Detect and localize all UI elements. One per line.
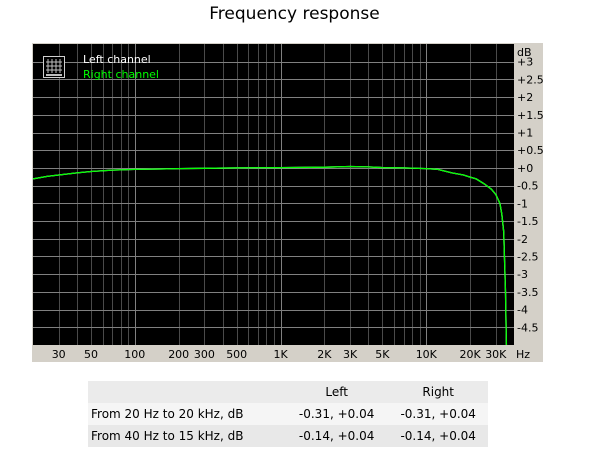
chart-grid bbox=[33, 44, 514, 345]
y-tick-label: +2.5 bbox=[517, 73, 544, 86]
stats-table: Left Right From 20 Hz to 20 kHz, dB -0.3… bbox=[88, 381, 488, 447]
x-tick-labels: 30 50 100 200 300 500 1K 2K 3K 5K 10K 20K 30K bbox=[52, 348, 507, 361]
x-tick-label: 10K bbox=[416, 348, 438, 361]
x-tick-label: 500 bbox=[226, 348, 247, 361]
table-row-label: From 40 Hz to 15 kHz, dB bbox=[91, 429, 244, 443]
y-tick-label: +1 bbox=[517, 127, 533, 140]
y-tick-label: +0 bbox=[517, 162, 533, 175]
table-header-row: Left Right bbox=[88, 381, 488, 403]
chart-title: Frequency response bbox=[209, 4, 380, 24]
chart-legend: Left channel Right channel bbox=[83, 52, 159, 82]
y-tick-label: -3.5 bbox=[517, 286, 538, 299]
table-header-left: Left bbox=[325, 385, 348, 399]
x-unit-label: Hz bbox=[516, 348, 530, 361]
x-tick-label: 5K bbox=[375, 348, 390, 361]
legend-entry-left: Left channel bbox=[83, 53, 151, 66]
x-tick-label: 300 bbox=[194, 348, 215, 361]
table-row-label: From 20 Hz to 20 kHz, dB bbox=[91, 407, 244, 421]
table-cell-left: -0.31, +0.04 bbox=[298, 407, 375, 421]
table-row: From 40 Hz to 15 kHz, dB -0.14, +0.04 -0… bbox=[88, 425, 488, 447]
table-header-right: Right bbox=[422, 385, 454, 399]
chart-frame bbox=[32, 43, 543, 362]
plot-area bbox=[33, 44, 514, 345]
y-tick-label: -4 bbox=[517, 304, 528, 317]
x-tick-label: 3K bbox=[343, 348, 358, 361]
x-tick-label: 100 bbox=[124, 348, 145, 361]
y-tick-label: -4.5 bbox=[517, 321, 538, 334]
legend-entry-right: Right channel bbox=[83, 68, 159, 81]
y-tick-label: +2 bbox=[517, 91, 533, 104]
table-header-cell bbox=[88, 381, 285, 403]
table-cell-right: -0.31, +0.04 bbox=[400, 407, 476, 421]
series-line-right bbox=[32, 165, 508, 346]
y-tick-label: +3 bbox=[517, 56, 533, 69]
y-tick-label: +1.5 bbox=[517, 109, 544, 122]
y-tick-label: -1 bbox=[517, 197, 528, 210]
x-tick-label: 200 bbox=[168, 348, 189, 361]
x-tick-label: 50 bbox=[84, 348, 98, 361]
table-cell-left: -0.14, +0.04 bbox=[298, 429, 375, 443]
x-tick-label: 1K bbox=[273, 348, 288, 361]
chart-series bbox=[32, 165, 508, 346]
x-tick-label: 30 bbox=[52, 348, 66, 361]
y-tick-label: -0.5 bbox=[517, 180, 538, 193]
x-tick-label: 20K bbox=[459, 348, 481, 361]
y-tick-label: -3 bbox=[517, 268, 528, 281]
x-tick-label: 2K bbox=[317, 348, 332, 361]
table-row: From 20 Hz to 20 kHz, dB -0.31, +0.04 -0… bbox=[88, 403, 488, 425]
table-cell-right: -0.14, +0.04 bbox=[400, 429, 476, 443]
y-tick-label: -2.5 bbox=[517, 251, 538, 264]
y-tick-label: +0.5 bbox=[517, 144, 544, 157]
x-tick-label: 30K bbox=[485, 348, 507, 361]
y-tick-label: -2 bbox=[517, 233, 528, 246]
y-tick-label: -1.5 bbox=[517, 215, 538, 228]
chart-legend-icon bbox=[43, 56, 65, 78]
y-tick-labels: +3 +2.5 +2 +1.5 +1 +0.5 +0 -0.5 -1 -1.5 -2 -2.5 -3 -3… bbox=[517, 56, 544, 335]
y-unit-label: dB bbox=[517, 46, 532, 59]
